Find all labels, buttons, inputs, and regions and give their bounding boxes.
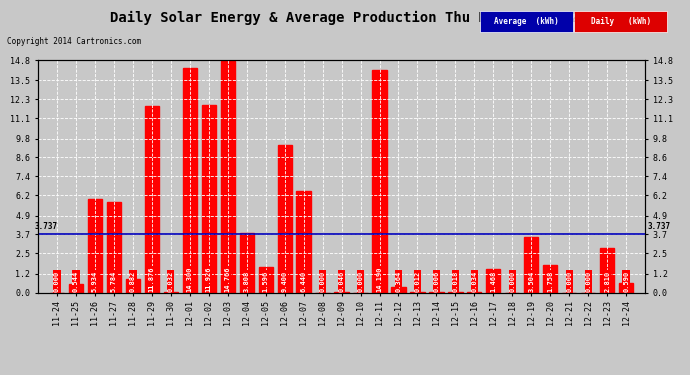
Bar <box>145 106 159 292</box>
Bar <box>239 232 254 292</box>
Bar <box>543 265 558 292</box>
Text: 3.737: 3.737 <box>647 222 670 231</box>
Bar <box>88 199 102 292</box>
Bar <box>183 68 197 292</box>
Text: 11.926: 11.926 <box>206 267 212 292</box>
Bar <box>373 70 386 292</box>
Bar <box>221 60 235 292</box>
Text: 0.012: 0.012 <box>415 271 420 292</box>
Text: 0.006: 0.006 <box>433 271 440 292</box>
Text: 1.596: 1.596 <box>263 271 268 292</box>
Text: 1.758: 1.758 <box>547 271 553 292</box>
Bar <box>297 191 310 292</box>
Bar <box>619 283 633 292</box>
Bar <box>259 267 273 292</box>
Text: Daily   (kWh): Daily (kWh) <box>591 17 651 26</box>
Text: 9.400: 9.400 <box>282 271 288 292</box>
Text: 0.000: 0.000 <box>509 271 515 292</box>
Text: 2.810: 2.810 <box>604 271 610 292</box>
Text: 14.190: 14.190 <box>377 267 382 292</box>
Text: 0.032: 0.032 <box>168 271 174 292</box>
Text: 6.440: 6.440 <box>301 271 306 292</box>
Text: 14.300: 14.300 <box>187 267 193 292</box>
Text: 5.784: 5.784 <box>111 271 117 292</box>
Text: 3.808: 3.808 <box>244 271 250 292</box>
Text: 0.018: 0.018 <box>453 271 458 292</box>
Text: 0.046: 0.046 <box>339 271 344 292</box>
Bar <box>600 248 614 292</box>
Text: 0.590: 0.590 <box>623 271 629 292</box>
Text: 0.000: 0.000 <box>585 271 591 292</box>
Text: 0.000: 0.000 <box>566 271 572 292</box>
Bar <box>524 237 538 292</box>
Bar <box>391 287 406 292</box>
Text: 14.766: 14.766 <box>225 267 230 292</box>
Bar <box>277 145 292 292</box>
Text: 0.000: 0.000 <box>319 271 326 292</box>
Bar <box>107 202 121 292</box>
Text: 3.737: 3.737 <box>34 222 57 231</box>
Bar <box>486 270 500 292</box>
Bar <box>69 284 83 292</box>
Text: 0.000: 0.000 <box>357 271 364 292</box>
Text: 0.034: 0.034 <box>471 271 477 292</box>
Text: 1.468: 1.468 <box>491 271 496 292</box>
Text: 3.504: 3.504 <box>529 271 534 292</box>
Text: Copyright 2014 Cartronics.com: Copyright 2014 Cartronics.com <box>7 38 141 46</box>
Bar <box>126 279 140 292</box>
Text: 0.544: 0.544 <box>73 271 79 292</box>
Bar <box>201 105 216 292</box>
Text: 0.882: 0.882 <box>130 271 136 292</box>
Text: 5.934: 5.934 <box>92 271 98 292</box>
Text: 11.876: 11.876 <box>149 267 155 292</box>
Text: 0.364: 0.364 <box>395 271 402 292</box>
Text: Daily Solar Energy & Average Production Thu Dec 25 07:42: Daily Solar Energy & Average Production … <box>110 11 580 26</box>
Text: Average  (kWh): Average (kWh) <box>494 17 558 26</box>
Text: 0.000: 0.000 <box>54 271 60 292</box>
